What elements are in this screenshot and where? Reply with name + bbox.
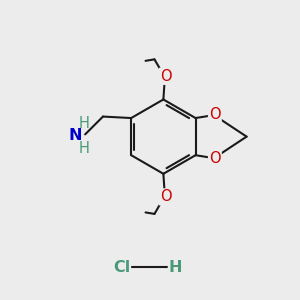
Text: H: H xyxy=(78,116,89,131)
Text: H: H xyxy=(78,141,89,156)
Text: O: O xyxy=(160,69,172,84)
Text: O: O xyxy=(209,107,221,122)
Text: Cl: Cl xyxy=(113,260,130,275)
Text: N: N xyxy=(69,128,82,143)
Text: H: H xyxy=(169,260,182,275)
Text: O: O xyxy=(209,151,221,166)
Text: O: O xyxy=(160,190,172,205)
